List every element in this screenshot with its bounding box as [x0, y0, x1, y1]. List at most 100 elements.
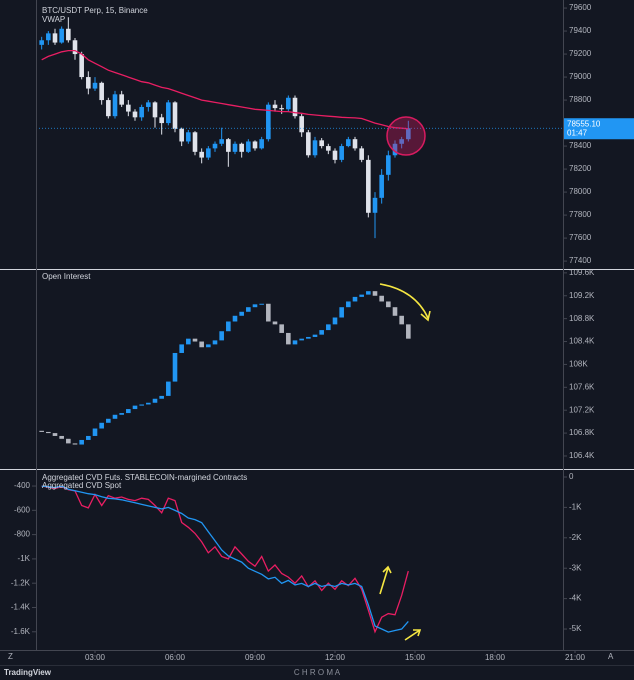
y-tick-label: -600 — [14, 505, 31, 514]
y-tick-label: -5K — [569, 624, 582, 633]
candle-body — [386, 155, 391, 175]
arrow — [379, 567, 389, 595]
candle-body — [212, 340, 218, 345]
candle-body — [66, 438, 71, 444]
candle-body — [46, 431, 51, 434]
y-tick-label: 107.6K — [569, 382, 595, 391]
candle-body — [139, 404, 144, 406]
candle-body — [226, 321, 231, 332]
candle-body — [239, 311, 244, 316]
candle-body — [59, 435, 64, 439]
y-tick-label: 109.2K — [569, 291, 595, 300]
y-tick-label: 77600 — [569, 233, 592, 242]
y-tick-label: -1K — [569, 503, 582, 512]
candle-body — [99, 422, 104, 429]
x-tick-label: 21:00 — [565, 653, 586, 662]
candle-body — [259, 303, 264, 305]
candle-body — [199, 341, 204, 348]
candle-body — [286, 332, 291, 345]
candle-body — [232, 315, 238, 322]
x-tick-label: 12:00 — [325, 653, 346, 662]
candle-body — [266, 104, 271, 140]
y-tick-label: -1.2K — [11, 578, 31, 587]
candle-body — [252, 304, 258, 308]
candle-body — [72, 443, 78, 445]
candle-body — [286, 97, 291, 110]
candle-body — [299, 338, 304, 341]
candle-body — [39, 430, 44, 432]
candle-body — [219, 139, 224, 144]
candle-body — [172, 102, 178, 129]
y-tick-label: 77400 — [569, 256, 592, 265]
candle-body — [406, 128, 411, 140]
auto-scale-button[interactable]: A — [608, 652, 614, 661]
candle-body — [186, 132, 191, 142]
candle-body — [86, 435, 91, 440]
candle-body — [392, 307, 398, 316]
candle-body — [86, 77, 91, 89]
candle-body — [52, 433, 58, 436]
candle-body — [352, 139, 358, 149]
candle-body — [259, 139, 264, 149]
candle-body — [166, 102, 171, 124]
y-tick-label: -1.6K — [11, 627, 31, 636]
legend-entry: Aggregated CVD Spot — [42, 481, 122, 490]
candle-body — [39, 40, 44, 45]
candle-body — [306, 132, 311, 156]
cvd-line — [41, 485, 409, 633]
arrow — [404, 629, 421, 641]
candle-body — [292, 97, 298, 117]
candle-body — [252, 141, 258, 149]
y-tick-label: 77800 — [569, 210, 592, 219]
candle-body — [159, 395, 164, 399]
candle-body — [172, 352, 178, 382]
y-tick-label: -4K — [569, 594, 582, 603]
pane-title: Open Interest — [42, 272, 91, 281]
arrow — [379, 283, 429, 319]
legend-entry: Aggregated CVD Futs. STABLECOIN-margined… — [42, 473, 247, 482]
candle-body — [99, 82, 104, 101]
candle-body — [299, 116, 304, 133]
pane-borders — [0, 0, 634, 666]
candle-body — [179, 128, 184, 142]
candle-body — [119, 94, 124, 105]
candle-body — [199, 151, 204, 158]
candle-body — [279, 108, 284, 110]
y-tick-label: 106.4K — [569, 451, 595, 460]
candle-body — [206, 148, 211, 158]
candle-body — [386, 301, 391, 308]
candle-body — [359, 148, 364, 160]
candle-body — [132, 111, 138, 118]
y-tick-label: 108.4K — [569, 337, 595, 346]
scale-button[interactable]: Z — [8, 652, 13, 661]
candle-body — [292, 340, 298, 345]
candle-body — [166, 381, 171, 396]
y-tick-label: 79400 — [569, 26, 592, 35]
candle-body — [146, 102, 151, 107]
y-tick-label: -1.4K — [11, 603, 31, 612]
candle-body — [392, 143, 398, 156]
candle-body — [272, 321, 278, 325]
candle-body — [106, 418, 111, 423]
candle-body — [326, 146, 331, 151]
x-tick-label: 09:00 — [245, 653, 266, 662]
candle-body — [192, 338, 198, 342]
candle-body — [312, 140, 318, 156]
candle-body — [106, 100, 111, 117]
candle-body — [146, 402, 151, 405]
candle-body — [186, 338, 191, 345]
annotation-arrows — [379, 283, 431, 641]
candle-body — [379, 174, 384, 198]
candle-body — [399, 315, 404, 325]
candle-body — [359, 294, 364, 297]
candle-body — [266, 303, 271, 322]
last-price-label: 78555.10 — [567, 119, 601, 128]
x-tick-label: 03:00 — [85, 653, 106, 662]
candle-body — [192, 132, 198, 152]
candle-body — [79, 439, 84, 445]
y-tick-label: 0 — [569, 472, 574, 481]
y-tick-label: 78200 — [569, 164, 592, 173]
candle-body — [332, 317, 338, 325]
x-tick-label: 15:00 — [405, 653, 426, 662]
arrow-head — [382, 565, 392, 574]
